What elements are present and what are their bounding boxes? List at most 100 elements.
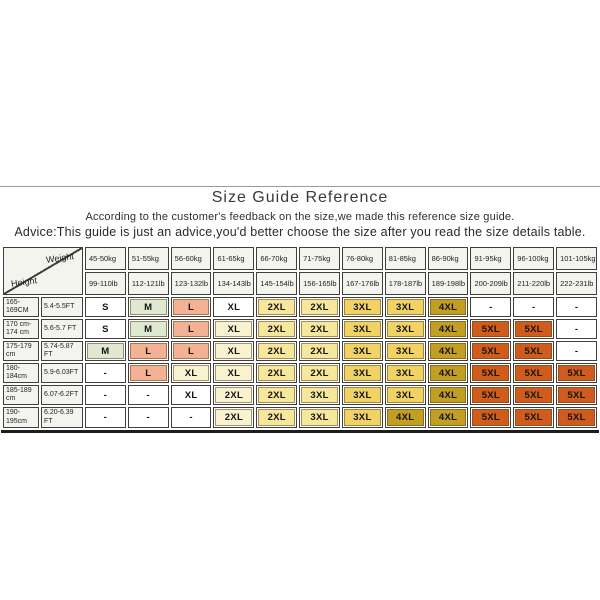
size-cell-container: 2XL — [256, 363, 298, 384]
size-cell-container: L — [127, 363, 169, 384]
size-cell-container: 5XL — [513, 385, 555, 406]
size-cell: 4XL — [429, 343, 467, 360]
size-cell-container: 5XL — [470, 385, 512, 406]
size-cell-container: 3XL — [341, 385, 383, 406]
size-cell: 5XL — [515, 387, 553, 404]
size-cell: 3XL — [386, 299, 424, 316]
size-cell-container: 2XL — [299, 297, 340, 318]
size-cell-container: 2XL — [213, 385, 255, 406]
header-lb-row: 99-110lb 112-121lb 123-132lb 134-143lb 145-1… — [3, 272, 597, 295]
size-cell: 4XL — [429, 299, 467, 316]
height-ft-label: 5.4-5.5FT — [41, 297, 83, 318]
size-cell-container: M — [127, 319, 169, 340]
size-cell-container: - — [170, 407, 212, 428]
size-cell: 2XL — [301, 343, 338, 360]
size-cell: S — [102, 301, 109, 313]
size-cell-container: 5XL — [556, 363, 597, 384]
size-cell: 4XL — [429, 321, 467, 338]
size-cell: 5XL — [558, 387, 595, 404]
weight-lb-header: 156-165lb — [299, 272, 340, 295]
size-cell-container: 3XL — [299, 385, 340, 406]
size-cell: 2XL — [258, 321, 296, 338]
size-cell: 2XL — [215, 387, 253, 404]
size-cell-container: 3XL — [384, 363, 426, 384]
weight-lb-header: 189-198lb — [427, 272, 469, 295]
weight-kg-header: 96-100kg — [513, 247, 555, 270]
size-cell-container: 4XL — [427, 363, 469, 384]
size-cell-container: 3XL — [341, 363, 383, 384]
size-cell-container: 3XL — [384, 385, 426, 406]
size-cell-empty: - — [146, 412, 150, 424]
size-cell: 2XL — [258, 365, 296, 382]
size-cell: 3XL — [343, 343, 381, 360]
header-kg-row: Weight Height 45-50kg 51-55kg 56-60kg 61-65… — [3, 247, 597, 295]
size-cell-container: 3XL — [299, 407, 340, 428]
size-cell-empty: - — [531, 301, 536, 313]
size-guide-table: Weight Height 45-50kg 51-55kg 56-60kg 61-65… — [1, 245, 599, 433]
height-ft-label: 5.9-6.03FT — [41, 363, 83, 384]
size-cell-empty: - — [489, 301, 493, 313]
weight-kg-header: 86-90kg — [427, 247, 469, 270]
corner-weight-label: Weight — [45, 251, 75, 265]
top-divider — [0, 186, 600, 187]
size-cell: XL — [172, 365, 210, 382]
size-cell-container: 2XL — [299, 319, 340, 340]
size-cell-container: 3XL — [384, 319, 426, 340]
size-cell: 3XL — [343, 387, 381, 404]
weight-lb-header: 112-121lb — [127, 272, 169, 295]
corner-weight-height-cell: Weight Height — [3, 247, 83, 295]
size-cell-container: XL — [213, 297, 255, 318]
weight-lb-header: 167-176lb — [341, 272, 383, 295]
table-row: 170 cm-174 cm 5.6-5.7 FT S M L XL 2XL 2XL 3XL 3XL… — [3, 319, 597, 340]
size-cell: 2XL — [215, 409, 253, 426]
size-cell-container: - — [85, 407, 126, 428]
size-cell: 3XL — [343, 365, 381, 382]
size-cell: 5XL — [515, 409, 553, 426]
size-cell: XL — [215, 343, 253, 360]
size-cell-container: 2XL — [256, 407, 298, 428]
size-cell: XL — [184, 389, 198, 401]
size-cell: 3XL — [343, 321, 381, 338]
header-block: Size Guide Reference According to the cu… — [0, 189, 600, 239]
weight-lb-header: 200-209lb — [470, 272, 512, 295]
size-cell-empty: - — [103, 367, 108, 379]
size-cell-container: 3XL — [384, 297, 426, 318]
height-cm-label: 180-184cm — [3, 363, 39, 384]
size-cell: 5XL — [472, 409, 510, 426]
size-cell-container: 2XL — [256, 319, 298, 340]
size-cell-container: L — [170, 341, 212, 362]
size-cell-container: XL — [213, 341, 255, 362]
size-cell: 2XL — [258, 409, 296, 426]
size-cell-empty: - — [146, 389, 150, 401]
size-cell: 2XL — [301, 299, 338, 316]
size-cell: L — [129, 365, 167, 382]
size-cell: L — [172, 299, 210, 316]
size-cell: 3XL — [343, 299, 381, 316]
size-cell-container: XL — [170, 385, 212, 406]
size-cell-empty: - — [103, 389, 108, 401]
size-cell-container: 5XL — [513, 363, 555, 384]
size-cell-container: - — [85, 385, 126, 406]
size-cell: 4XL — [429, 409, 467, 426]
size-cell-container: - — [556, 319, 597, 340]
size-cell: 2XL — [258, 299, 296, 316]
size-cell-container: L — [170, 319, 212, 340]
size-cell: 5XL — [558, 365, 595, 382]
size-cell-container: 2XL — [213, 407, 255, 428]
size-cell: L — [172, 343, 210, 360]
height-ft-label: 6.07-6.2FT — [41, 385, 83, 406]
size-cell-container: 5XL — [470, 363, 512, 384]
size-cell-empty: - — [574, 301, 579, 313]
size-cell: L — [129, 343, 167, 360]
size-cell: 3XL — [301, 387, 338, 404]
size-cell: 5XL — [472, 387, 510, 404]
weight-kg-header: 61-65kg — [213, 247, 255, 270]
height-ft-label: 6.20-6.39 FT — [41, 407, 83, 428]
size-cell-container: 2XL — [299, 363, 340, 384]
size-cell-container: 5XL — [513, 341, 555, 362]
size-cell-container: L — [127, 341, 169, 362]
size-cell-container: S — [85, 319, 126, 340]
size-cell-container: 2XL — [256, 341, 298, 362]
size-cell-container: 5XL — [513, 407, 555, 428]
